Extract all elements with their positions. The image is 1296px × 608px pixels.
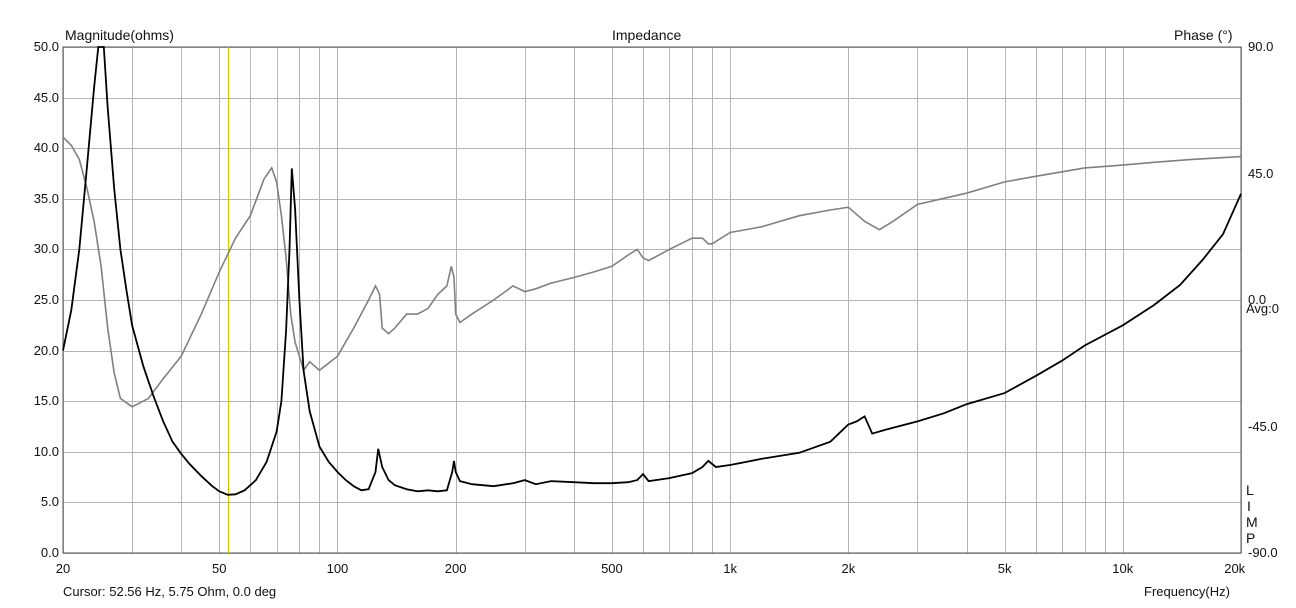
y-tick-label: 0.0 [40,545,59,560]
y-tick-label: 10.0 [33,443,59,459]
grid-lines [63,47,1242,554]
chart-title: Impedance [612,27,682,43]
side-label-p: P [1246,530,1256,546]
y-tick-label: 40.0 [33,140,59,156]
x-tick-label: 50 [212,561,227,576]
y2-axis-title: Phase (°) [1174,27,1233,43]
x-tick-label: 1k [723,561,737,576]
x-tick-label: 10k [1112,561,1134,576]
x-tick-label: 20 [55,561,71,576]
side-label-l: L [1246,482,1254,498]
side-label-i: I [1247,498,1251,514]
x-tick-label: 2k [841,561,856,576]
y-tick-label: 35.0 [33,190,59,206]
y2-tick-label: 90.0 [1248,39,1274,54]
avg-label: Avg:0 [1246,301,1280,316]
plot-frame [62,46,1242,554]
y-tick-label: 50.0 [33,39,59,54]
y2-tick-label: 45.0 [1248,165,1274,181]
y2-tick-label: 0.0 [1248,292,1267,307]
y-axis-title: Magnitude(ohms) [65,27,174,43]
x-tick-label: 100 [326,561,349,576]
x-axis-title: Frequency(Hz) [1144,584,1230,599]
y-tick-label: 30.0 [33,241,59,257]
y-tick-label: 25.0 [33,292,59,307]
y-tick-label: 45.0 [33,89,59,105]
series-line-phase [62,136,1242,408]
series-line-magnitude [62,46,1242,496]
side-label-m: M [1246,514,1258,530]
x-tick-label: 500 [601,561,623,576]
y2-tick-label: -45.0 [1248,418,1278,434]
x-tick-label: 5k [997,561,1012,576]
y-tick-label: 5.0 [40,494,59,510]
x-tick-label: 200 [444,561,467,576]
y-tick-label: 20.0 [33,342,59,358]
y2-tick-label: -90.0 [1248,545,1278,560]
y-tick-label: 15.0 [33,393,59,409]
x-tick-label: 20k [1224,561,1246,576]
cursor-readout: Cursor: 52.56 Hz, 5.75 Ohm, 0.0 deg [63,584,277,599]
